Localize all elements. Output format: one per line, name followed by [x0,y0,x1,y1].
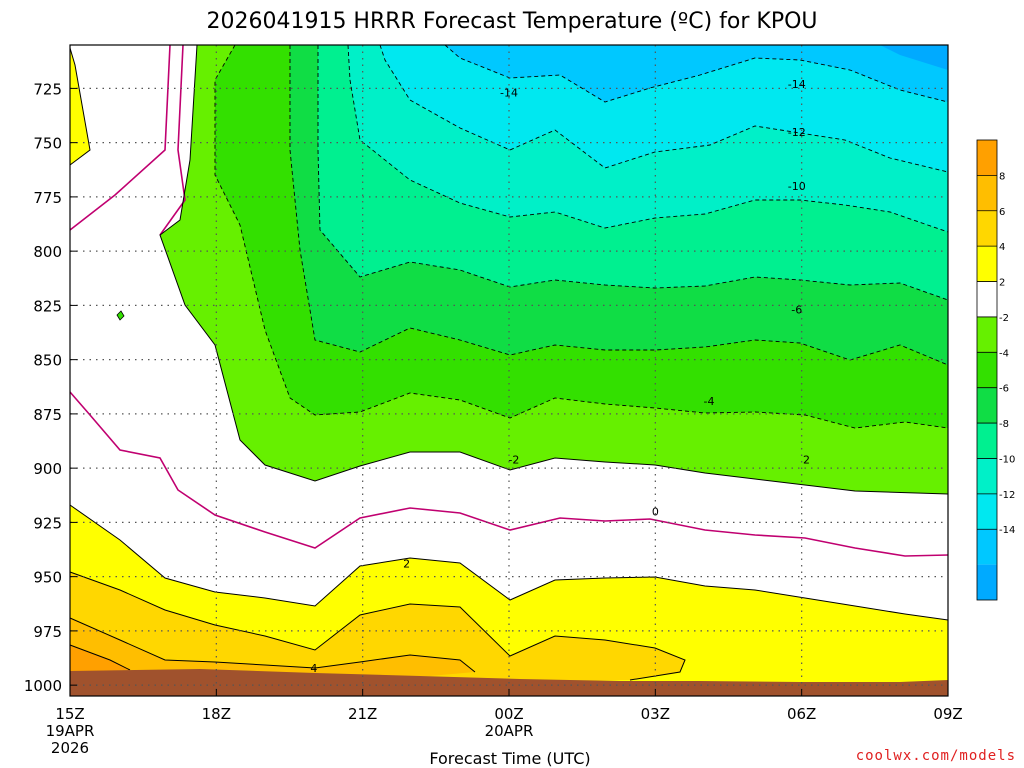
contour-label: 2 [403,558,410,571]
contour-4c [69,571,686,681]
colorbar-band [977,564,997,600]
contour-label: -12 [788,126,806,139]
colorbar-band [977,529,997,565]
colorbar-tick-label: 6 [999,207,1005,218]
colorbar-tick-label: -12 [999,490,1015,501]
colorbar-tick-label: 2 [999,278,1005,289]
contour-label: 2 [803,453,810,466]
temperature-fill-layer [70,45,948,696]
x-tick-label: 06Z [787,705,816,723]
contour-0c-right-edge [159,44,186,236]
band-4-to-6 [70,572,685,682]
y-tick-label: 825 [33,297,62,315]
colorbar-band [977,175,997,211]
colorbar-tick-label: 4 [999,242,1005,253]
x-tick-label: 09Z [933,705,962,723]
band-8-to-10 [70,645,130,672]
x-tick-label: 15Z [55,705,84,723]
colorbar-band [977,493,997,530]
band-minus14-to-minus16 [445,45,948,102]
small-green-blob [116,310,125,321]
colorbar-band [977,458,997,494]
contour-minus4c [214,44,949,429]
contour-6c [69,617,476,673]
y-tick-label: 725 [33,80,62,98]
colorbar-tick-label: -10 [999,454,1015,465]
x-tick-sublabel: 20APR [485,722,534,740]
colorbar-tick-label: -8 [999,419,1009,430]
contour-label: -2 [508,453,519,466]
colorbar-band [977,281,997,317]
contour-2c-top [69,47,91,166]
y-tick-label: 950 [33,569,62,587]
contour-label: -10 [788,180,806,193]
x-tick-label: 18Z [202,705,231,723]
band-minus16-to-minus18 [880,45,948,70]
colorbar-band [977,246,997,282]
x-tick-label: 03Z [641,705,670,723]
contour-minus12c [379,44,949,173]
y-tick-label: 850 [33,352,62,370]
colorbar-tick-label: -14 [999,525,1015,536]
y-tick-label: 925 [33,514,62,532]
contour-minus10c [347,44,949,233]
contour-label: -4 [704,395,715,408]
y-axis: 725 750 775 800 825 850 875 900 925 950 975 1000 [24,80,77,695]
colorbar-tick-label: 8 [999,171,1005,182]
contour-minus14c [444,44,949,103]
colorbar-band [977,387,997,424]
y-tick-label: 750 [33,135,62,153]
colorbar-tick-label: -4 [999,348,1009,359]
colorbar-border [976,139,998,601]
y-tick-label: 1000 [24,677,62,695]
contour-label: 0 [652,506,659,519]
contour-8c [69,644,131,671]
contour-minus6c [289,45,949,366]
x-tick-sublabel: 19APR [46,722,95,740]
contour-label: -6 [791,304,802,317]
y-tick-label: 900 [33,460,62,478]
contour-lines [69,44,949,681]
x-tick-label: 00Z [494,705,523,723]
contour-0c-lower [69,391,949,557]
colorbar: 8 6 4 2 -2 -4 -6 -8 -10 -12 -14 [976,139,1015,601]
contour-label: -14 [500,87,518,100]
y-tick-label: 975 [33,623,62,641]
band-2-to-4-top [70,48,90,165]
x-axis-label: Forecast Time (UTC) [429,749,590,768]
y-tick-label: 775 [33,189,62,207]
contour-labels: -14 -14 -12 -10 -6 -4 -2 2 0 2 4 [310,78,810,675]
contour-0c-upper [69,44,171,231]
colorbar-band [977,140,997,176]
contour-minus2c [159,44,949,495]
y-tick-label: 875 [33,406,62,424]
colorbar-band [977,316,997,353]
y-tick-label: 800 [33,243,62,261]
chart-title: 2026041915 HRRR Forecast Temperature (ºC… [206,9,817,34]
watermark: coolwx.com/models [856,748,1016,764]
x-tick-label: 21Z [348,705,377,723]
colorbar-band [977,423,997,459]
colorbar-band [977,352,997,388]
x-tick-sublabel: 2026 [51,739,89,757]
gridlines [70,45,948,696]
contour-2c [69,504,949,621]
colorbar-band [977,210,997,247]
band-6-to-8 [70,618,475,676]
contour-label: 4 [310,662,317,675]
colorbar-tick-label: -2 [999,313,1009,324]
contour-label: -14 [788,78,806,91]
colorbar-tick-label: -6 [999,384,1009,395]
